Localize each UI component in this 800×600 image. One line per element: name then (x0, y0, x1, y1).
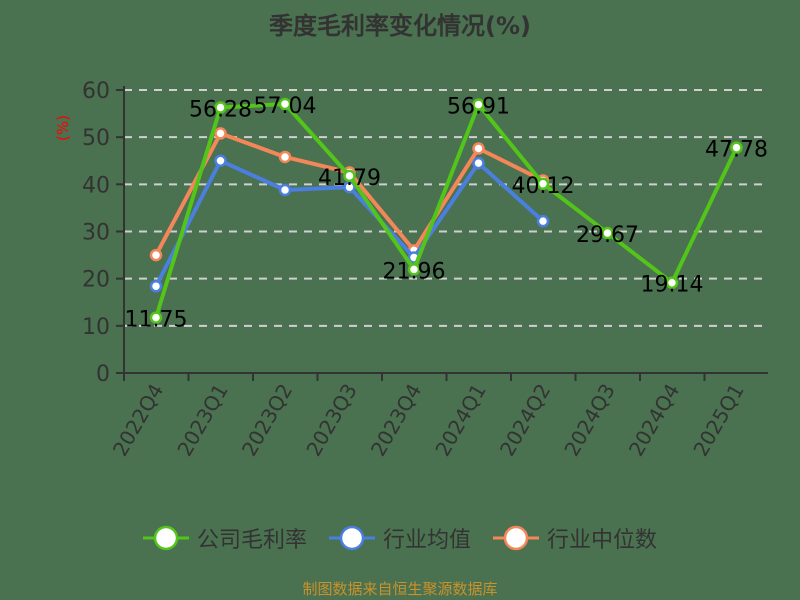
y-tick-label: 0 (96, 362, 110, 387)
data-label: 57.04 (254, 94, 317, 119)
data-point[interactable] (149, 248, 163, 262)
data-label: 47.78 (705, 138, 768, 163)
data-label: 56.28 (189, 98, 252, 123)
legend-label: 行业均值 (382, 528, 471, 553)
data-label: 41.79 (318, 166, 381, 191)
data-point[interactable] (278, 97, 292, 111)
y-tick-label: 60 (82, 79, 110, 104)
legend-marker-icon (328, 525, 375, 551)
x-tick-label: 2024Q1 (430, 380, 490, 461)
x-tick-label: 2025Q1 (688, 380, 748, 461)
series-line (154, 131, 544, 257)
data-point[interactable] (472, 98, 485, 111)
y-tick-label: 40 (82, 173, 110, 198)
legend-label: 行业中位数 (547, 528, 658, 553)
data-label: 29.67 (576, 223, 639, 248)
legend-label: 公司毛利率 (196, 528, 307, 553)
x-tick-label: 2023Q3 (301, 380, 361, 461)
data-point[interactable] (536, 177, 550, 191)
series-lines (149, 97, 743, 324)
data-label: 21.96 (383, 259, 446, 284)
source-note: 制图数据来自恒生聚源数据库 (302, 580, 498, 598)
data-point[interactable] (343, 180, 356, 194)
data-point[interactable] (214, 101, 227, 114)
data-labels: 11.75 56.28 57.04 41.79 21.96 56.91 40.1229.67… (125, 94, 768, 333)
legend-item[interactable]: 行业中位数 (493, 522, 657, 554)
data-point[interactable] (278, 150, 292, 164)
x-tick-label: 2023Q1 (172, 380, 232, 461)
chart-title: 季度毛利率变化情况(%) (269, 12, 531, 40)
x-tick-label: 2024Q3 (559, 380, 619, 461)
data-point[interactable] (472, 142, 485, 155)
legend-marker-icon (142, 525, 189, 551)
legend-item[interactable]: 行业均值 (328, 522, 471, 554)
x-tick-label: 2024Q4 (624, 380, 684, 461)
data-point[interactable] (214, 154, 227, 167)
x-tick-label: 2023Q2 (237, 380, 297, 461)
data-point[interactable] (536, 214, 550, 228)
data-point[interactable] (278, 183, 292, 197)
legend-item[interactable]: 公司毛利率 (142, 522, 307, 554)
legend-marker-icon (493, 525, 539, 551)
series-line (154, 101, 739, 319)
data-label: 40.12 (512, 174, 575, 199)
y-tick-label: 20 (82, 268, 110, 293)
data-label: 19.14 (641, 273, 704, 298)
data-point[interactable] (214, 127, 227, 140)
legend: 公司毛利率 行业均值 行业中位数 (0, 522, 800, 554)
data-point[interactable] (730, 141, 743, 154)
x-tick-label: 2022Q4 (108, 380, 168, 461)
data-label: 11.75 (125, 308, 188, 333)
data-point[interactable] (407, 263, 421, 276)
y-axis-unit-label: (%) (54, 115, 72, 141)
data-point[interactable] (472, 156, 485, 170)
data-point[interactable] (149, 311, 163, 324)
data-point[interactable] (149, 279, 163, 293)
data-label: 56.91 (447, 95, 510, 120)
y-tick-label: 30 (82, 221, 110, 246)
data-point[interactable] (601, 226, 614, 240)
y-tick-label: 10 (82, 315, 110, 340)
data-point[interactable] (665, 276, 679, 289)
y-tick-label: 50 (82, 126, 110, 151)
x-tick-label: 2023Q4 (366, 380, 426, 461)
x-tick-label: 2024Q2 (495, 380, 555, 461)
data-point[interactable] (343, 169, 356, 183)
